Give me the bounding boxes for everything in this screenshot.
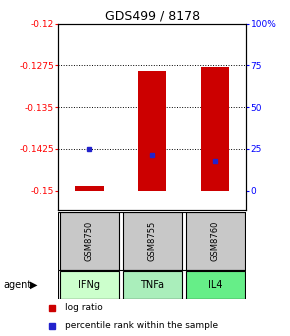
Bar [60, 271, 119, 299]
Bar [123, 271, 182, 299]
Text: ▶: ▶ [30, 280, 37, 290]
Bar [186, 212, 244, 270]
Bar [123, 212, 182, 270]
Bar [138, 71, 166, 191]
Text: GSM8750: GSM8750 [85, 221, 94, 261]
Text: IFNg: IFNg [78, 280, 100, 290]
Text: GSM8755: GSM8755 [148, 221, 157, 261]
Title: GDS499 / 8178: GDS499 / 8178 [105, 9, 200, 23]
Text: GSM8760: GSM8760 [211, 221, 220, 261]
Bar [60, 212, 119, 270]
Text: IL4: IL4 [208, 280, 222, 290]
Text: log ratio: log ratio [65, 303, 103, 312]
Text: agent: agent [3, 280, 31, 290]
Bar [186, 271, 244, 299]
Bar [75, 186, 104, 191]
Text: TNFa: TNFa [140, 280, 164, 290]
Bar [201, 67, 229, 191]
Text: percentile rank within the sample: percentile rank within the sample [65, 321, 218, 330]
